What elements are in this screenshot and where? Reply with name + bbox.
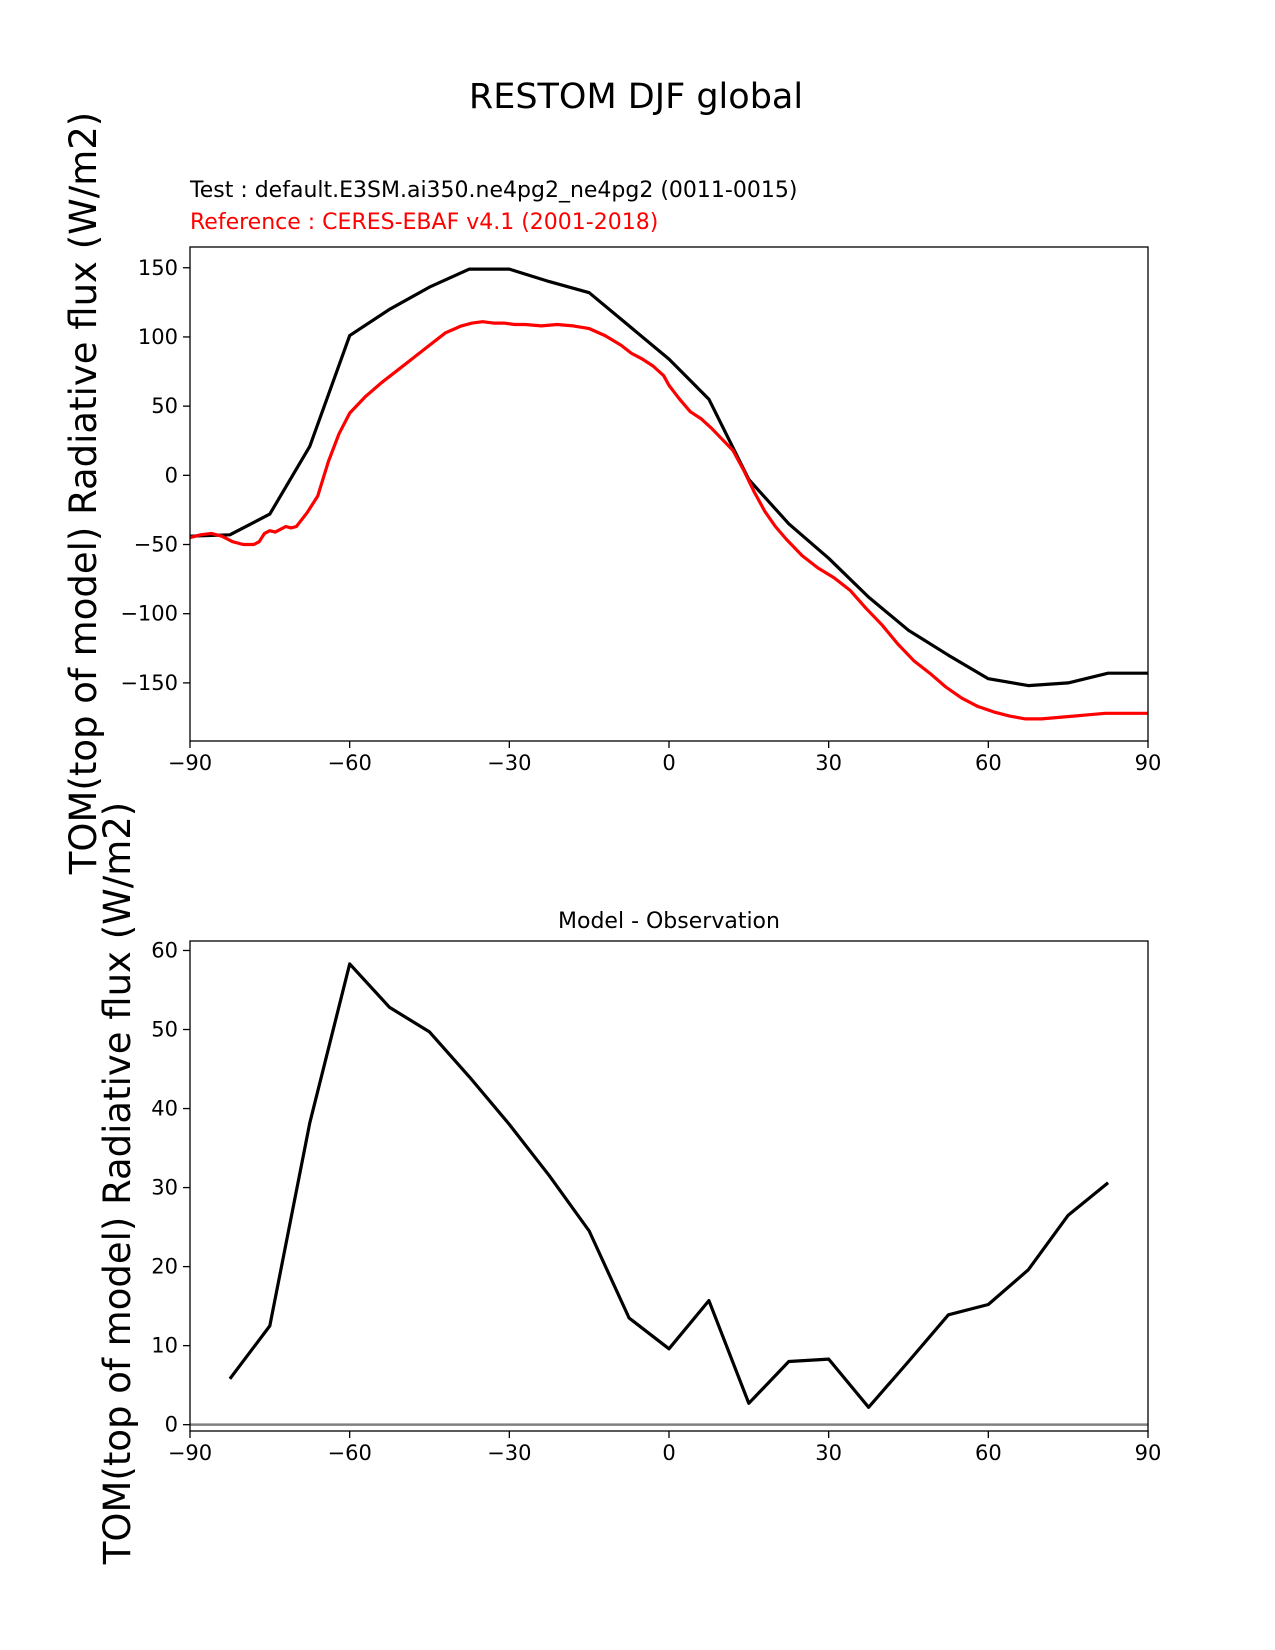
- x-tick-label: 60: [975, 751, 1002, 775]
- x-tick-label: 0: [662, 751, 675, 775]
- x-tick-label: 30: [815, 751, 842, 775]
- test-case-label: Test : default.E3SM.ai350.ne4pg2_ne4pg2 …: [189, 178, 797, 203]
- bottom-panel-series: [190, 962, 1148, 1426]
- bottom-panel: Model - Observation TOM(top of model) Ra…: [96, 802, 1161, 1565]
- reference-series-line: [189, 320, 1148, 721]
- y-tick-label: 150: [138, 256, 178, 280]
- bottom-panel-ticks: −90 −60 −30 0 30 60 90 60 50 40 30 20 10 0: [151, 938, 1161, 1465]
- y-tick-label: 50: [151, 1018, 178, 1042]
- x-tick-label: 0: [662, 1441, 675, 1465]
- reference-case-label: Reference : CERES-EBAF v4.1 (2001-2018): [190, 210, 658, 235]
- test-series-line: [189, 267, 1148, 688]
- x-tick-label: 30: [815, 1441, 842, 1465]
- y-tick-label: 40: [151, 1097, 178, 1121]
- top-panel-ylabel: TOM(top of model) Radiative flux (W/m2): [62, 112, 105, 875]
- x-tick-label: −60: [328, 751, 372, 775]
- x-tick-label: 90: [1135, 751, 1162, 775]
- y-tick-label: −150: [120, 671, 178, 695]
- figure-suptitle: RESTOM DJF global: [469, 77, 803, 117]
- y-tick-label: 30: [151, 1176, 178, 1200]
- y-tick-label: 50: [151, 394, 178, 418]
- x-tick-label: 90: [1135, 1441, 1162, 1465]
- x-tick-label: −30: [487, 1441, 531, 1465]
- top-panel-series: [189, 267, 1148, 721]
- difference-series-line: [228, 962, 1110, 1409]
- y-tick-label: −50: [134, 533, 178, 557]
- y-tick-label: 100: [138, 325, 178, 349]
- top-panel-frame: [189, 246, 1149, 742]
- y-tick-label: −100: [120, 602, 178, 626]
- top-panel-ticks: −90 −60 −30 0 30 60 90 150 100 50 0 −50 −100 −150: [120, 256, 1161, 775]
- x-tick-label: −30: [487, 751, 531, 775]
- bottom-panel-ylabel: TOM(top of model) Radiative flux (W/m2): [96, 802, 139, 1565]
- y-tick-label: 0: [165, 463, 178, 487]
- y-tick-label: 20: [151, 1255, 178, 1279]
- y-tick-label: 10: [151, 1334, 178, 1358]
- y-tick-label: 60: [151, 938, 178, 962]
- x-tick-label: 60: [975, 1441, 1002, 1465]
- bottom-panel-frame: [189, 940, 1149, 1432]
- bottom-panel-title: Model - Observation: [558, 909, 780, 934]
- x-tick-label: −60: [328, 1441, 372, 1465]
- x-tick-label: −90: [168, 751, 212, 775]
- x-tick-label: −90: [168, 1441, 212, 1465]
- top-panel: TOM(top of model) Radiative flux (W/m2) …: [62, 112, 1161, 875]
- y-tick-label: 0: [165, 1413, 178, 1437]
